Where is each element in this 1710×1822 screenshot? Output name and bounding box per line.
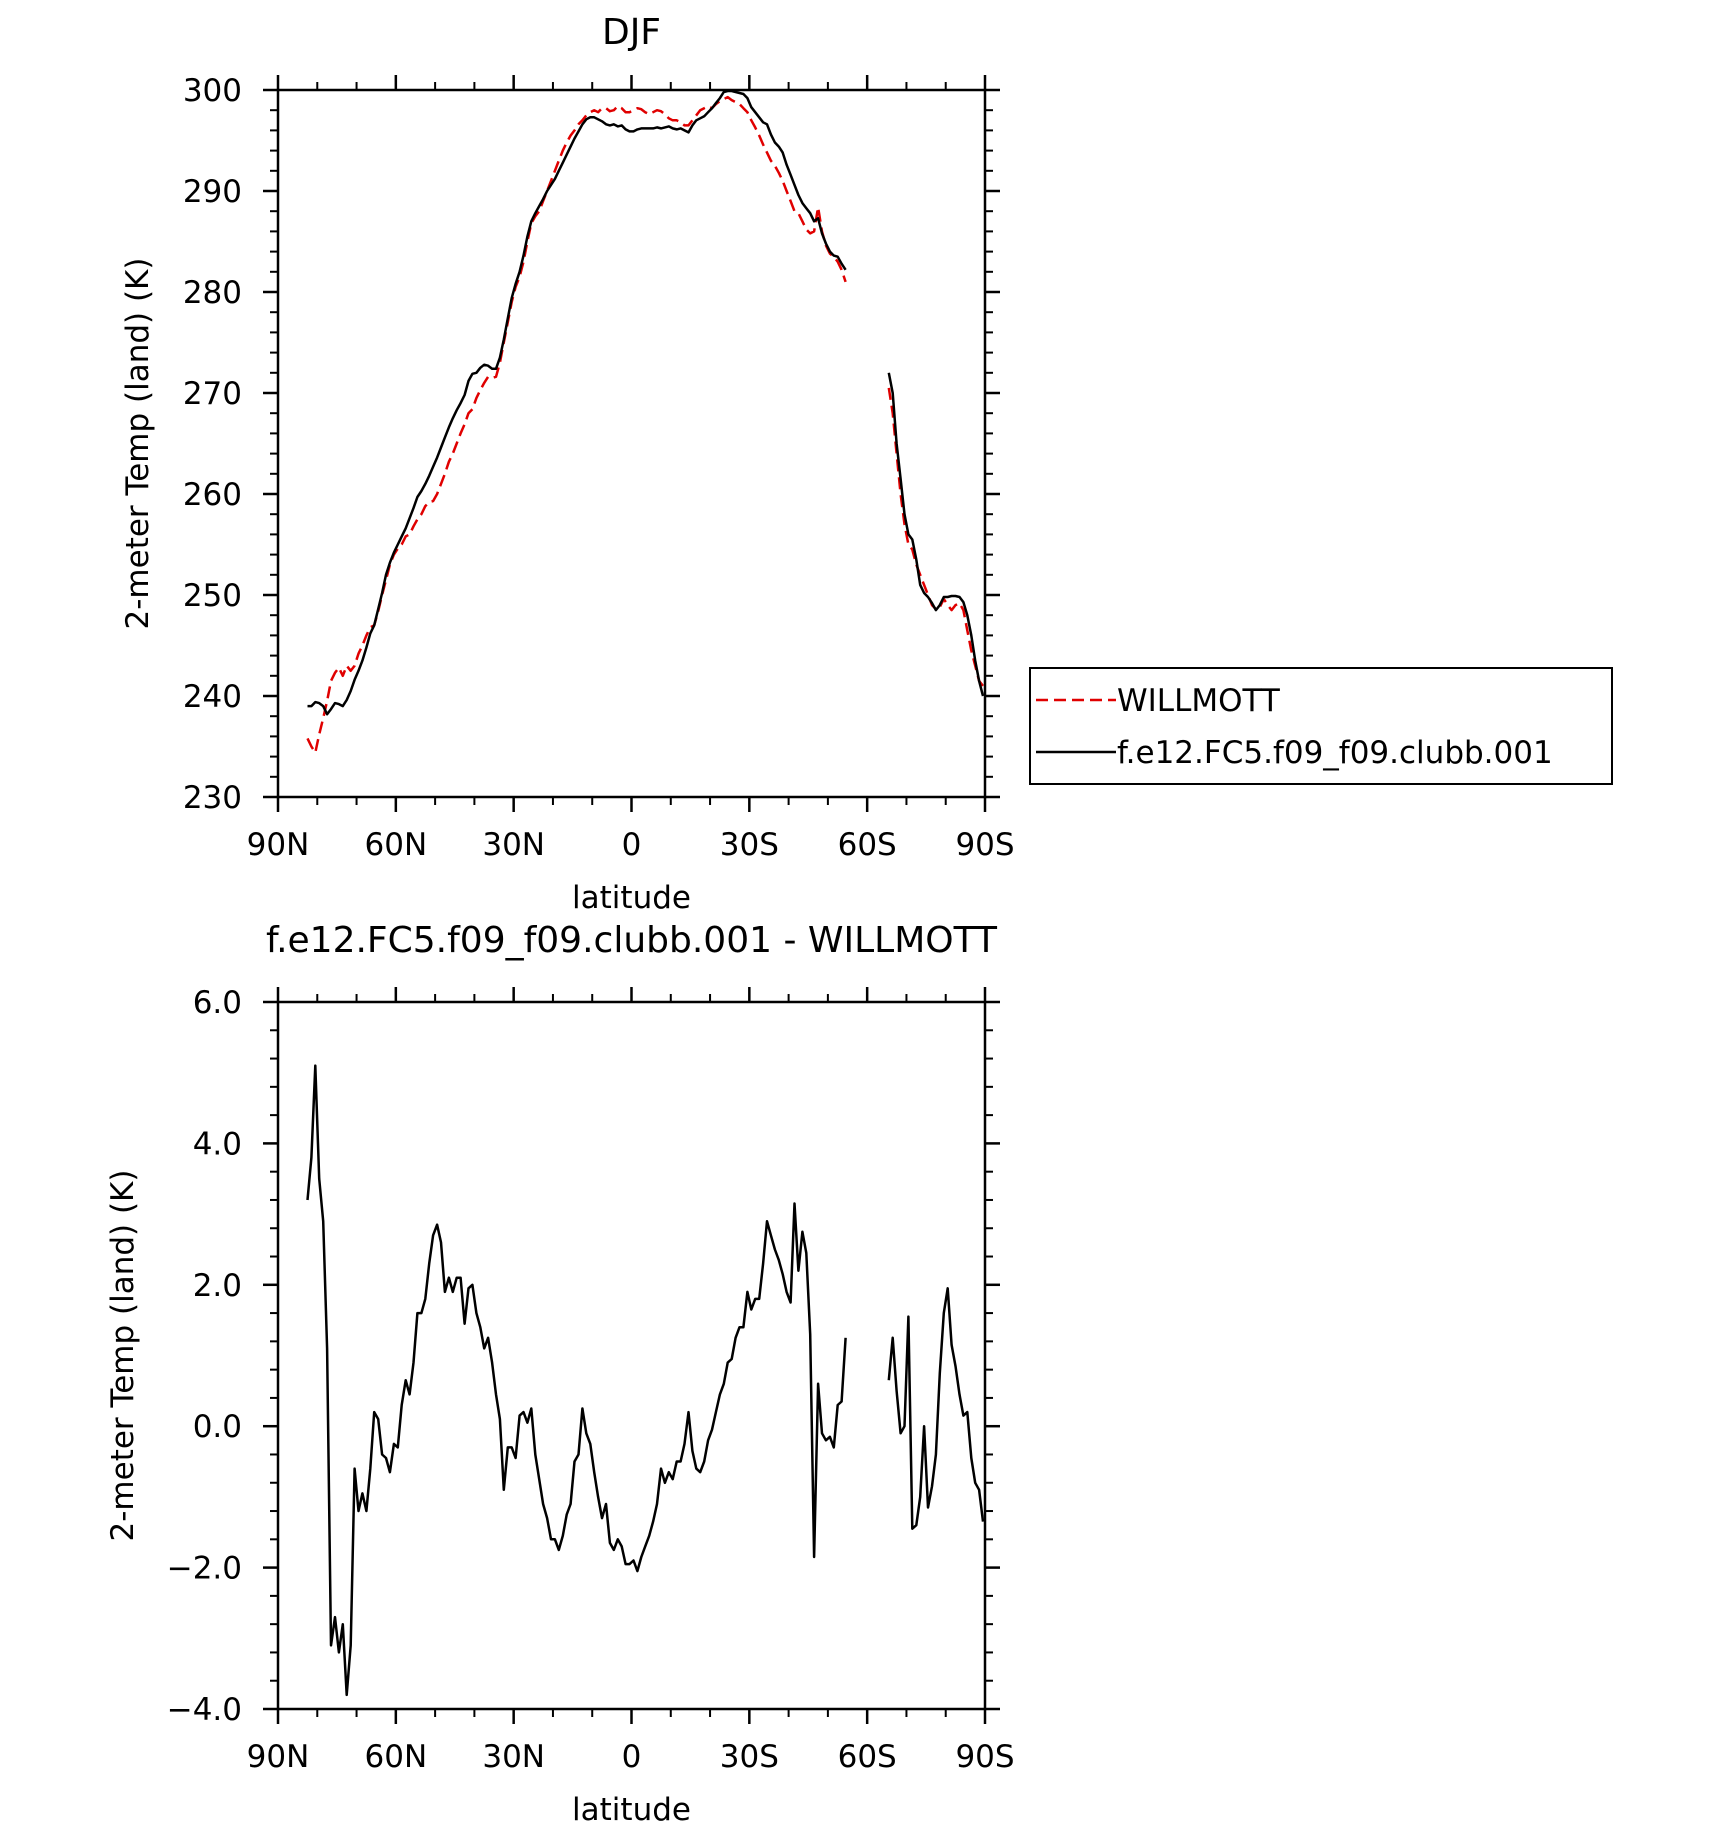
y-tick-label: 280 (183, 275, 242, 311)
series-line (887, 1287, 985, 1530)
chart-title: f.e12.FC5.f09_f09.clubb.001 - WILLMOTT (266, 920, 998, 961)
x-tick-label: 60N (365, 827, 428, 863)
x-tick-label: 30S (720, 827, 779, 863)
x-tick-label: 60S (838, 1739, 897, 1775)
x-tick-label: 90N (247, 1739, 310, 1775)
series-line (887, 372, 985, 697)
plot-frame (276, 88, 987, 799)
chart-title: DJF (602, 12, 661, 53)
x-tick-label: 0 (622, 1739, 642, 1775)
x-axis-label: latitude (572, 1792, 691, 1822)
y-tick-label: 0.0 (193, 1409, 242, 1445)
series-f-e12-fc5-f09-f09-clubb-001 (307, 89, 985, 716)
y-tick-label: 300 (183, 73, 242, 109)
series-line (307, 89, 847, 716)
x-tick-label: 30N (482, 1739, 545, 1775)
y-axis-label: 2-meter Temp (land) (K) (105, 1170, 141, 1542)
series-willmott (306, 95, 984, 754)
x-axis-label: latitude (572, 880, 691, 916)
x-tick-label: 30N (482, 827, 545, 863)
x-tick-label: 0 (622, 827, 642, 863)
legend-label: f.e12.FC5.f09_f09.clubb.001 (1117, 735, 1553, 771)
y-tick-label: 230 (183, 780, 242, 816)
series-line (306, 95, 847, 754)
legend: WILLMOTT f.e12.FC5.f09_f09.clubb.001 (1029, 667, 1613, 785)
y-tick-label: −2.0 (167, 1551, 242, 1587)
legend-box (1029, 667, 1613, 785)
y-tick-label: 250 (183, 578, 242, 614)
y-tick-label: 240 (183, 679, 242, 715)
y-tick-label: 6.0 (193, 985, 242, 1021)
plot-frame (276, 1000, 987, 1711)
x-tick-label: 60S (838, 827, 897, 863)
legend-label: WILLMOTT (1117, 683, 1281, 719)
y-tick-label: 270 (183, 376, 242, 412)
x-tick-label: 30S (720, 1739, 779, 1775)
y-tick-label: 2.0 (193, 1268, 242, 1304)
upper-panel-djf: DJF 90N 60N 30N 0 30S 60S 90S 230 240 250 260 270 280… (120, 12, 1613, 916)
series-line (887, 387, 984, 687)
x-tick-label: 90S (955, 827, 1014, 863)
series-line (306, 1064, 847, 1697)
x-tick-label: 90N (247, 827, 310, 863)
series-difference (306, 1064, 985, 1697)
y-tick-label: 4.0 (193, 1126, 242, 1162)
x-tick-label: 90S (955, 1739, 1014, 1775)
y-axis-label: 2-meter Temp (land) (K) (120, 258, 156, 630)
y-tick-label: 260 (183, 477, 242, 513)
y-tick-label: 290 (183, 174, 242, 210)
x-tick-label: 60N (365, 1739, 428, 1775)
lower-panel-difference: f.e12.FC5.f09_f09.clubb.001 - WILLMOTT 90… (105, 920, 1015, 1822)
y-tick-label: −4.0 (167, 1692, 242, 1728)
